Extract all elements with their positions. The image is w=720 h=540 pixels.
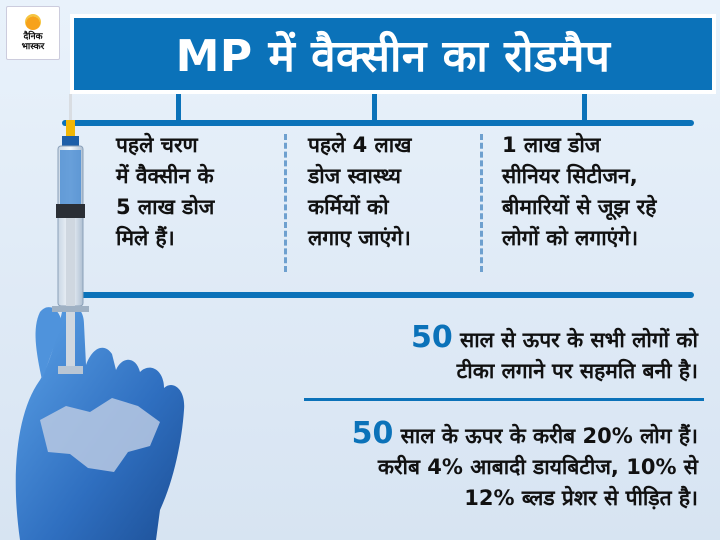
column-line: कर्मियों को [308, 195, 389, 219]
column-line: 5 लाख डोज [116, 195, 215, 219]
connector-line-top [62, 120, 694, 126]
note-line: करीब 4% आबादी डायबिटीज, 10% से [377, 455, 698, 479]
column-divider-1 [284, 134, 287, 272]
note-line: टीका लगाने पर सहमति बनी है। [456, 359, 698, 383]
connector-tick-1 [176, 94, 181, 122]
column-line: बीमारियों से जूझ रहे [502, 195, 657, 219]
note-number: 50 [410, 320, 453, 355]
connector-tick-2 [372, 94, 377, 122]
column-divider-2 [480, 134, 483, 272]
column-line: पहले चरण [116, 133, 198, 157]
column-line: मिले हैं। [116, 226, 175, 250]
mp-map-icon [40, 398, 160, 472]
column-line: डोज स्वास्थ्य [308, 164, 401, 188]
note-number: 50 [351, 416, 394, 451]
column-line: लोगों को लगाएंगे। [502, 226, 639, 250]
logo-line-1: दैनिक [23, 32, 43, 42]
connector-tick-3 [582, 94, 587, 122]
column-phase-one: पहले चरण में वैक्सीन के 5 लाख डोज मिले ह… [116, 130, 276, 254]
column-line: लगाए जाएंगे। [308, 226, 411, 250]
note-line: 50 साल के ऊपर के करीब 20% लोग हैं। [352, 418, 698, 452]
column-senior-citizens: 1 लाख डोज सीनियर सिटीजन, बीमारियों से जू… [502, 130, 716, 254]
column-health-workers: पहले 4 लाख डोज स्वास्थ्य कर्मियों को लगा… [308, 130, 468, 254]
title-banner: MP में वैक्सीन का रोडमैप [70, 14, 716, 94]
column-line: 1 लाख डोज [502, 133, 601, 157]
syringe-icon [52, 94, 89, 374]
note-text: साल के ऊपर के करीब 20% लोग हैं। [400, 424, 698, 448]
note-consensus: 50 साल से ऊपर के सभी लोगों को टीका लगाने… [411, 322, 698, 387]
column-line: सीनियर सिटीजन, [502, 164, 638, 188]
logo: दैनिक भास्कर [6, 6, 60, 60]
illustration [15, 94, 185, 540]
column-line: पहले 4 लाख [308, 133, 412, 157]
note-line: 12% ब्लड प्रेशर से पीड़ित है। [464, 486, 698, 510]
section-divider [60, 292, 694, 298]
page-title: MP में वैक्सीन का रोडमैप [175, 31, 611, 82]
note-statistics: 50 साल के ऊपर के करीब 20% लोग हैं। करीब … [352, 418, 698, 514]
logo-sun-icon [25, 14, 41, 30]
note-text: साल से ऊपर के सभी लोगों को [460, 328, 698, 352]
logo-line-2: भास्कर [21, 42, 45, 52]
column-line: में वैक्सीन के [116, 164, 214, 188]
note-separator [304, 398, 704, 401]
note-line: 50 साल से ऊपर के सभी लोगों को [411, 322, 698, 356]
